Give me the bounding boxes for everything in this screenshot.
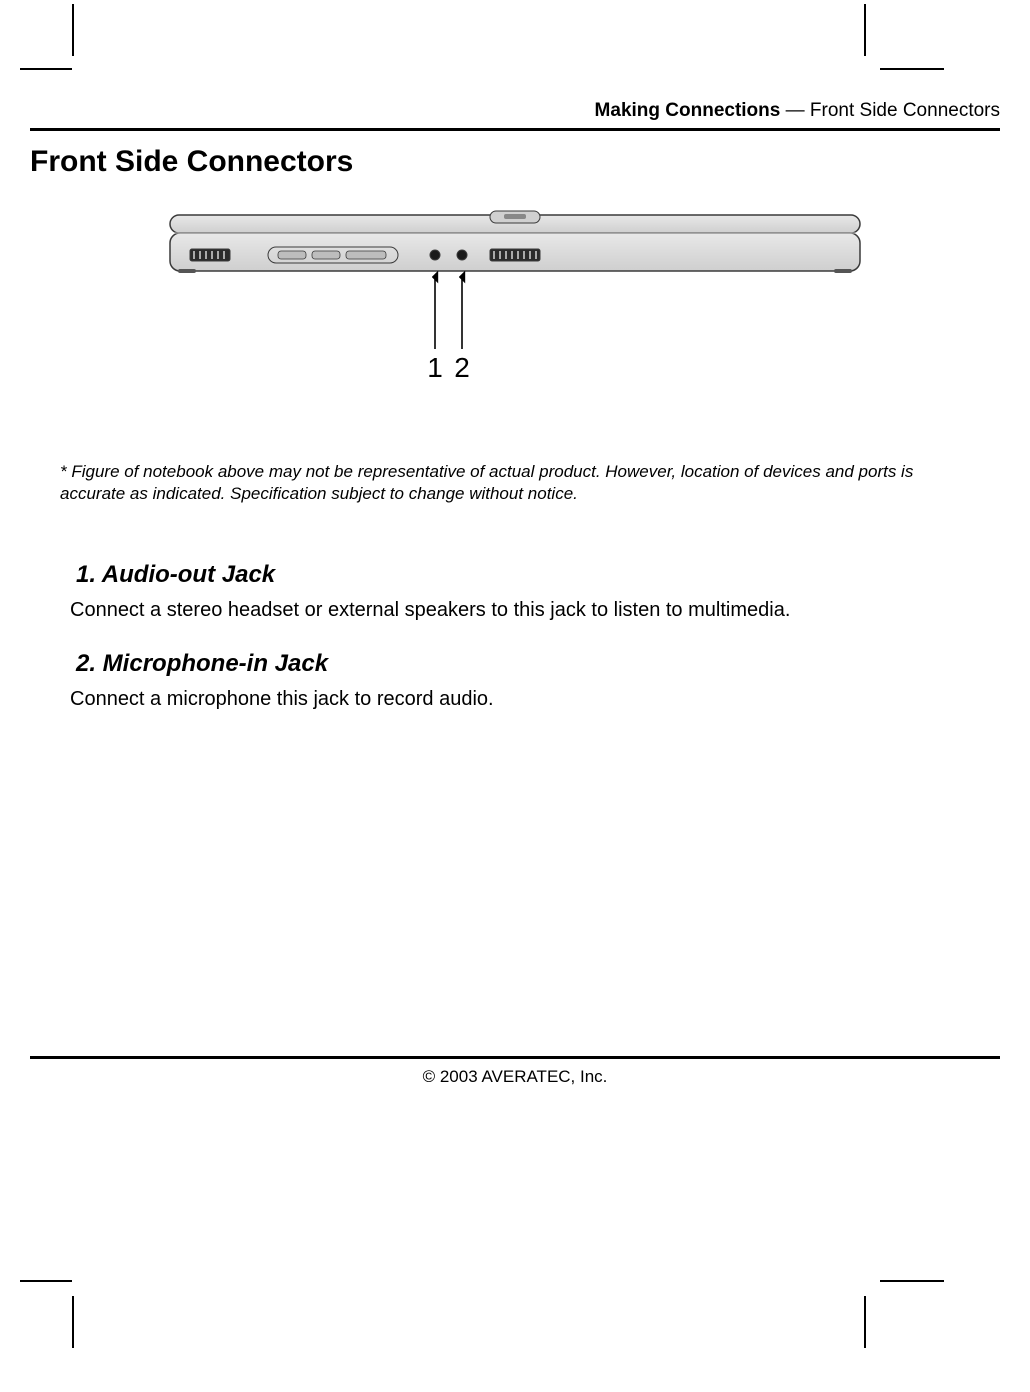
section-1-body: Connect a stereo headset or external spe…	[70, 597, 960, 624]
figure-disclaimer: * Figure of notebook above may not be re…	[60, 461, 970, 505]
header-subsection: Front Side Connectors	[810, 100, 1000, 121]
section-2-body: Connect a microphone this jack to record…	[70, 686, 960, 713]
page-footer: © 2003 AVERATEC, Inc.	[30, 1056, 1000, 1087]
section-1-heading: 1. Audio-out Jack	[76, 561, 960, 589]
section-1: 1. Audio-out Jack Connect a stereo heads…	[70, 561, 960, 624]
page-title: Front Side Connectors	[30, 145, 1000, 179]
header-sep: —	[780, 100, 810, 121]
page-header: Making Connections — Front Side Connecto…	[30, 100, 1000, 131]
svg-text:1: 1	[427, 352, 443, 383]
section-2: 2. Microphone-in Jack Connect a micropho…	[70, 650, 960, 713]
svg-text:2: 2	[454, 352, 470, 383]
section-2-heading: 2. Microphone-in Jack	[76, 650, 960, 678]
laptop-front-figure: 12	[160, 205, 870, 425]
header-section: Making Connections	[595, 100, 781, 121]
